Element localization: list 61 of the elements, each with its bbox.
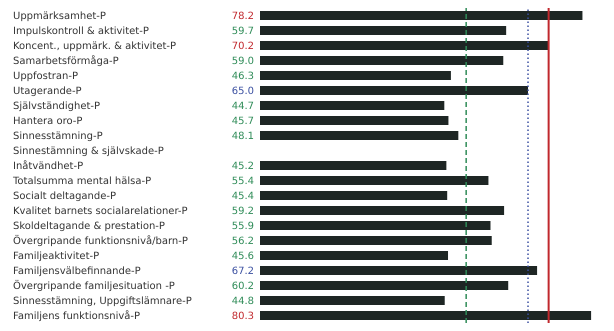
- y-tick-label: Utagerande-P: [13, 86, 82, 97]
- y-tick-label: Självständighet-P: [13, 101, 100, 112]
- bar: [260, 131, 458, 140]
- bar: [260, 281, 508, 290]
- data-label: 45.4: [232, 191, 254, 202]
- y-tick-label: Familjensvälbefinnande-P: [13, 266, 141, 277]
- y-tick-label: Kvalitet barnets socialarelationer-P: [13, 206, 188, 217]
- bar: [260, 236, 492, 245]
- data-label: 55.4: [232, 176, 254, 187]
- data-label: 70.2: [232, 41, 254, 52]
- bar: [260, 86, 528, 95]
- data-label: 78.2: [232, 11, 254, 22]
- data-label: 45.2: [232, 161, 254, 172]
- data-label: 48.1: [232, 131, 254, 142]
- y-tick-label: Sinnestämning & självskade-P: [13, 146, 164, 157]
- data-label: 65.0: [232, 86, 254, 97]
- data-label: 44.8: [232, 296, 254, 307]
- bar: [260, 176, 488, 185]
- bar: [260, 41, 550, 50]
- y-tick-label: Uppmärksamhet-P: [13, 11, 106, 22]
- bar: [260, 266, 538, 275]
- y-tick-label: Övergripande familjesituation -P: [13, 279, 175, 292]
- data-label: 80.3: [232, 311, 254, 322]
- data-label: 60.2: [232, 281, 254, 292]
- bar: [260, 191, 448, 200]
- y-tick-label: Samarbetsförmåga-P: [13, 55, 119, 67]
- y-tick-label: Socialt deltagande-P: [13, 191, 116, 202]
- y-tick-label: Totalsumma mental hälsa-P: [12, 176, 152, 187]
- y-tick-label: Övergripande funktionsnivå/barn-P: [13, 234, 188, 247]
- y-tick-label: Sinnesstämning, Uppgiftslämnare-P: [13, 296, 192, 307]
- bar: [260, 71, 451, 80]
- bar: [260, 116, 448, 125]
- y-tick-label: Familjens funktionsnivå-P: [13, 310, 140, 322]
- bar: [260, 26, 506, 35]
- bar: [260, 101, 444, 110]
- y-tick-label: Uppfostran-P: [13, 71, 78, 82]
- data-label: 59.0: [232, 56, 254, 67]
- bar: [260, 296, 445, 305]
- y-tick-label: Koncent., uppmärk. & aktivitet-P: [13, 41, 176, 52]
- bar: [260, 251, 448, 260]
- data-label: 44.7: [232, 101, 254, 112]
- y-tick-label: Sinnesstämning-P: [13, 131, 103, 142]
- y-tick-label: Inåtvändhet-P: [13, 160, 84, 172]
- data-label: 46.3: [232, 71, 254, 82]
- y-tick-label: Hantera oro-P: [13, 116, 82, 127]
- data-label: 59.2: [232, 206, 254, 217]
- y-tick-label: Familjeaktivitet-P: [13, 251, 100, 262]
- y-tick-label: Impulskontroll & aktivitet-P: [13, 26, 149, 37]
- bar: [260, 56, 504, 65]
- bar: [260, 311, 592, 320]
- bar: [260, 221, 490, 230]
- data-label: 56.2: [232, 236, 254, 247]
- data-label: 45.6: [232, 251, 254, 262]
- bar: [260, 206, 504, 215]
- data-label: 55.9: [232, 221, 254, 232]
- data-label: 45.7: [232, 116, 254, 127]
- data-label: 59.7: [232, 26, 254, 37]
- bar: [260, 161, 446, 170]
- y-tick-label: Skoldeltagande & prestation-P: [13, 221, 165, 232]
- bar: [260, 11, 582, 20]
- data-label: 67.2: [232, 266, 254, 277]
